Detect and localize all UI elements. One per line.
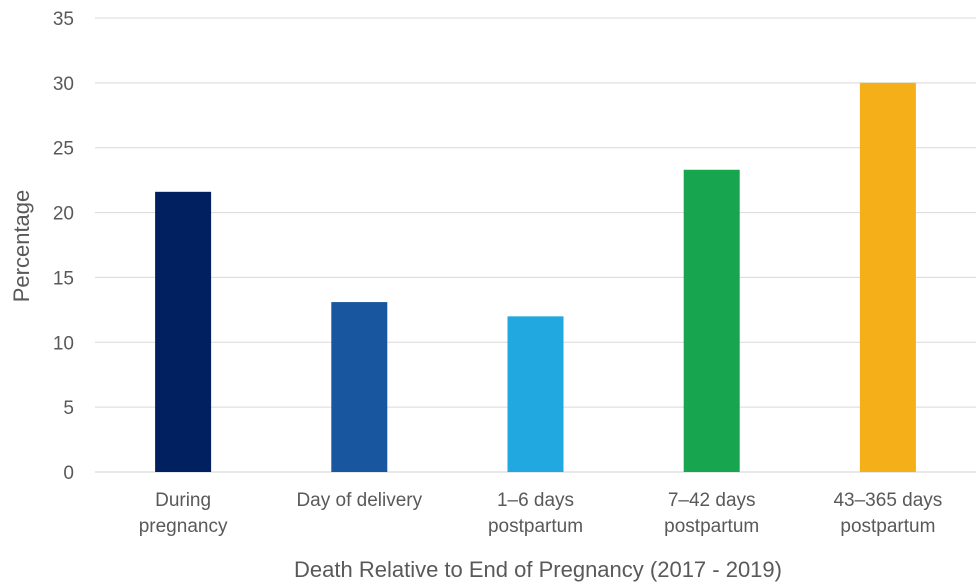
- x-category-label-line: pregnancy: [139, 516, 228, 537]
- x-category-label: During pregnancy: [139, 490, 228, 537]
- y-tick-label: 25: [53, 139, 74, 160]
- y-tick-label: 15: [53, 268, 74, 289]
- x-axis-categories: During pregnancy Day of delivery 1–6 days po…: [139, 490, 943, 537]
- bar: [155, 191, 212, 472]
- x-category-label-line: 7–42 days: [668, 490, 756, 511]
- x-axis-title: Death Relative to End of Pregnancy (2017…: [294, 557, 782, 582]
- y-tick-label: 5: [63, 398, 74, 419]
- bars: [155, 82, 916, 472]
- x-category-label-line: 43–365 days: [833, 490, 942, 511]
- y-axis-title: Percentage: [9, 190, 34, 303]
- x-category-label-line: postpartum: [840, 516, 935, 537]
- y-tick-label: 20: [53, 204, 74, 225]
- bar: [507, 316, 564, 472]
- x-category-label: 1–6 days postpartum: [488, 490, 583, 537]
- x-category-label: 7–42 days postpartum: [664, 490, 759, 537]
- x-category-label-line: 1–6 days: [497, 490, 574, 511]
- x-category-label: Day of delivery: [296, 490, 422, 511]
- y-tick-label: 35: [53, 9, 74, 30]
- bar: [331, 302, 388, 472]
- x-category-label-line: Day of delivery: [296, 490, 422, 511]
- bar: [859, 82, 916, 472]
- bar: [683, 169, 740, 472]
- y-axis-ticks: 0 5 10 15 20 25 30 35: [53, 9, 74, 484]
- y-tick-label: 10: [53, 333, 74, 354]
- x-category-label-line: postpartum: [488, 516, 583, 537]
- y-tick-label: 30: [53, 74, 74, 95]
- y-tick-label: 0: [63, 463, 74, 484]
- x-category-label-line: During: [155, 490, 211, 511]
- x-category-label-line: postpartum: [664, 516, 759, 537]
- gridlines: [95, 17, 976, 473]
- x-category-label: 43–365 days postpartum: [833, 490, 942, 537]
